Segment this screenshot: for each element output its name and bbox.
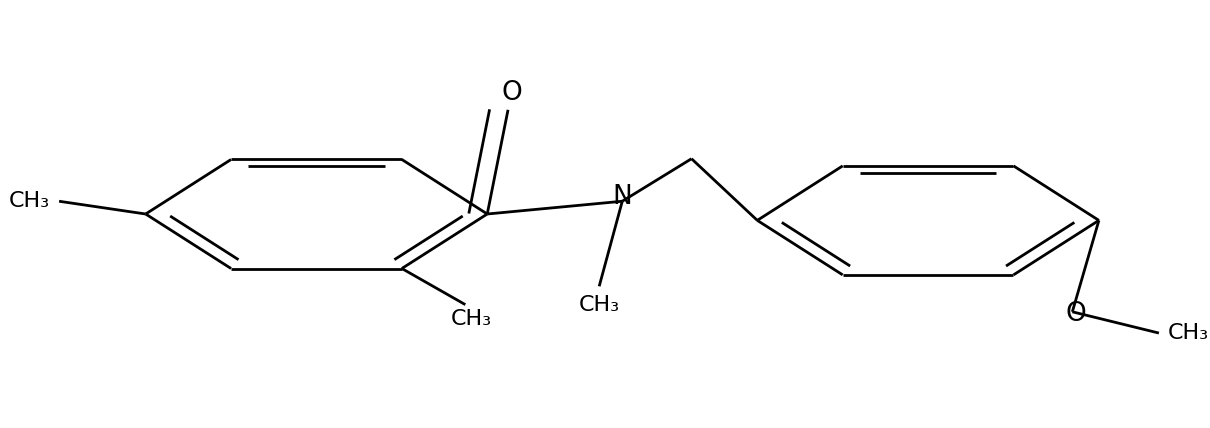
Text: O: O (501, 80, 522, 106)
Text: CH₃: CH₃ (578, 295, 620, 315)
Text: O: O (1066, 301, 1087, 327)
Text: CH₃: CH₃ (1168, 323, 1209, 343)
Text: CH₃: CH₃ (8, 191, 50, 211)
Text: CH₃: CH₃ (450, 309, 491, 329)
Text: N: N (612, 184, 632, 210)
